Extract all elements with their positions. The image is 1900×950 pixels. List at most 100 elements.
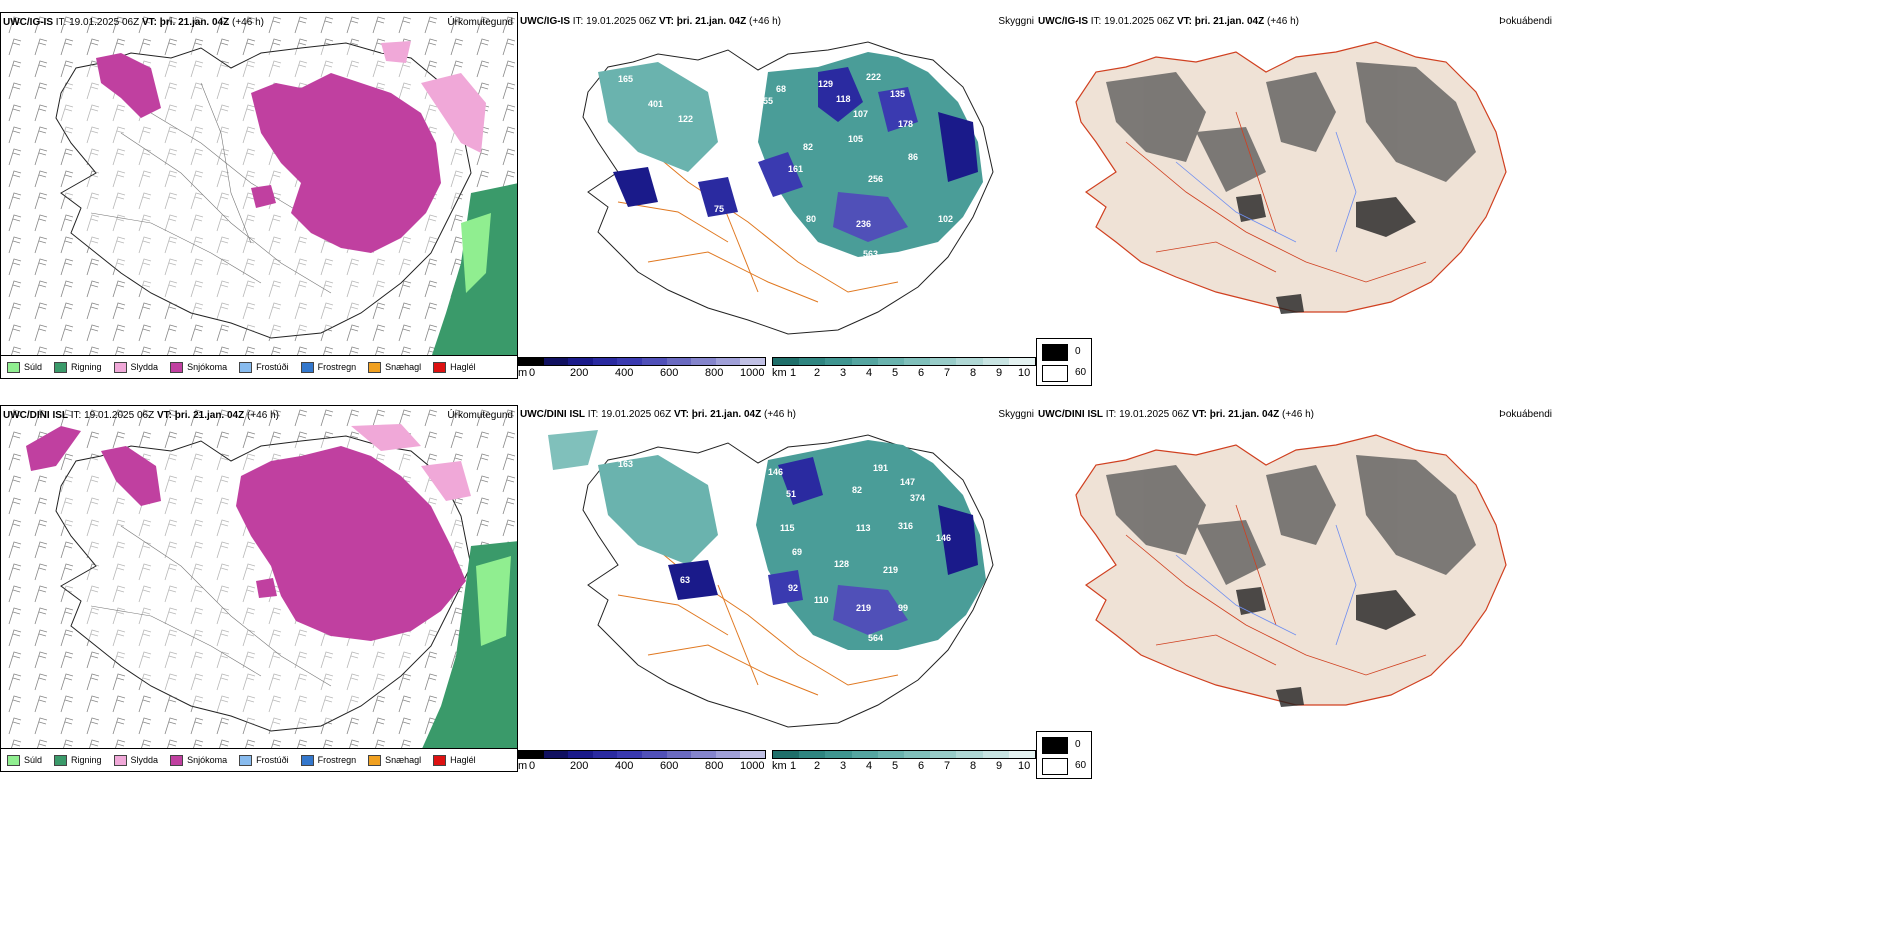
legend-swatch bbox=[113, 754, 127, 766]
cloud-label: 63 bbox=[680, 575, 690, 585]
cloud-label: 113 bbox=[856, 523, 871, 533]
cloud-label: 82 bbox=[803, 142, 813, 152]
panel-name: Úrkomutegund bbox=[447, 17, 513, 28]
cloud-label: 176 bbox=[628, 159, 643, 169]
cloud-label: 86 bbox=[908, 152, 918, 162]
legend-swatch bbox=[7, 754, 20, 766]
fog-panel-top: UWC/IG-IS IT: 19.01.2025 06Z VT: þri. 21… bbox=[1036, 12, 1556, 337]
precip-type-map bbox=[1, 13, 517, 358]
visibility-colorbar: km 1 2 3 4 5 6 7 8 9 10 bbox=[772, 357, 1036, 379]
colorbar-tick: 200 bbox=[570, 367, 589, 379]
cloud-label: 146 bbox=[936, 533, 951, 543]
colorbar-unit: km bbox=[772, 760, 787, 772]
model-name: UWC/IG-IS bbox=[3, 17, 53, 28]
precip-type-map bbox=[1, 406, 517, 751]
snow-area-north bbox=[236, 446, 466, 641]
init-time: 19.01.2025 06Z bbox=[1104, 16, 1175, 27]
cloud-label: 122 bbox=[678, 114, 693, 124]
colorbar-tick: 3 bbox=[840, 760, 847, 772]
panel-title: UWC/DINI ISL IT: 19.01.2025 06Z VT: þri.… bbox=[3, 410, 279, 421]
cloud-label: 110 bbox=[814, 595, 829, 605]
fog-key-high-label: 0 bbox=[1075, 739, 1081, 750]
fog-key-low bbox=[1042, 758, 1068, 775]
model-name: UWC/DINI ISL bbox=[520, 409, 585, 420]
cloud-label: 102 bbox=[938, 214, 953, 224]
cloud-label: 107 bbox=[853, 109, 868, 119]
init-label: IT: bbox=[1090, 16, 1102, 27]
cloud-map: 401 165 176 122 55 68 129 118 222 135 10… bbox=[582, 41, 994, 335]
lead-time: (+46 h) bbox=[1267, 16, 1299, 27]
legend-label: Haglél bbox=[450, 362, 476, 372]
precip-type-panel-bottom: UWC/DINI ISL IT: 19.01.2025 06Z VT: þri.… bbox=[0, 405, 518, 772]
legend-swatch bbox=[300, 361, 314, 373]
colorbar-tick: 10 bbox=[1018, 760, 1031, 772]
cloud-label: 564 bbox=[868, 633, 883, 643]
init-label: IT: bbox=[70, 410, 82, 421]
fog-key-bottom: 0 60 bbox=[1036, 731, 1092, 779]
legend-item: Snæhagl bbox=[368, 361, 422, 373]
init-label: IT: bbox=[1105, 409, 1117, 420]
cloud-label: 161 bbox=[788, 164, 803, 174]
fog-key-low-label: 60 bbox=[1075, 367, 1087, 378]
colorbar-tick: 0 bbox=[529, 367, 536, 379]
cloud-label: 563 bbox=[863, 249, 878, 259]
panel-name: Úrkomutegund bbox=[447, 410, 513, 421]
colorbar-tick: 2 bbox=[814, 367, 821, 379]
cloud-label: 69 bbox=[792, 547, 802, 557]
fog-key-low bbox=[1042, 365, 1068, 382]
cloud-label: 118 bbox=[836, 94, 851, 104]
legend-label: Snjókoma bbox=[187, 362, 228, 372]
cloud-label: 92 bbox=[788, 583, 798, 593]
colorbar-tick: 3 bbox=[840, 367, 847, 379]
legend-item: Frostregn bbox=[300, 361, 357, 373]
colorbar-tick: 1 bbox=[790, 760, 797, 772]
legend-label: Súld bbox=[24, 755, 43, 765]
cloud-label: 165 bbox=[618, 74, 633, 84]
model-name: UWC/DINI ISL bbox=[3, 410, 68, 421]
legend-item: Frostregn bbox=[300, 754, 356, 766]
lead-time: (+46 h) bbox=[1282, 409, 1314, 420]
colorbar-unit: km bbox=[772, 367, 787, 379]
init-time: 19.01.2025 06Z bbox=[601, 409, 672, 420]
init-label: IT: bbox=[55, 17, 67, 28]
cloud-base-colorbar: m 0 200 400 600 800 1000 bbox=[518, 357, 766, 379]
cloud-label: 128 bbox=[834, 559, 849, 569]
legend-swatch bbox=[433, 361, 447, 373]
legend-item: Rigning bbox=[54, 361, 102, 373]
valid-time: þri. 21.jan. 04Z bbox=[676, 16, 747, 27]
valid-time: þri. 21.jan. 04Z bbox=[174, 410, 245, 421]
colorbar-unit: m bbox=[518, 760, 528, 772]
init-label: IT: bbox=[572, 16, 584, 27]
legend-label: Slydda bbox=[130, 755, 159, 765]
colorbar-strip bbox=[518, 750, 766, 759]
legend-label: Snjókoma bbox=[187, 755, 228, 765]
cloud-label: 115 bbox=[780, 523, 795, 533]
legend-label: Frostregn bbox=[317, 362, 357, 372]
panel-title: UWC/DINI ISL IT: 19.01.2025 06Z VT: þri.… bbox=[1038, 409, 1314, 420]
init-time: 19.01.2025 06Z bbox=[586, 16, 657, 27]
colorbar-tick: 600 bbox=[660, 367, 679, 379]
cloud-label: 74 bbox=[730, 587, 740, 597]
valid-label: VT: bbox=[156, 410, 172, 421]
legend-label: Haglél bbox=[450, 755, 476, 765]
cloud-label: 236 bbox=[856, 219, 871, 229]
cloud-label: 105 bbox=[848, 134, 863, 144]
cloud-label: 222 bbox=[866, 72, 881, 82]
panel-name: Þokuábendi bbox=[1499, 409, 1552, 420]
valid-label: VT: bbox=[1176, 16, 1192, 27]
colorbar-tick: 800 bbox=[705, 760, 724, 772]
colorbar-tick: 7 bbox=[944, 367, 951, 379]
legend-label: Frostúði bbox=[256, 755, 289, 765]
colorbar-tick: 8 bbox=[970, 760, 977, 772]
colorbar-tick: 10 bbox=[1018, 367, 1031, 379]
legend-swatch bbox=[300, 754, 314, 766]
legend-swatch bbox=[239, 754, 253, 766]
model-name: UWC/DINI ISL bbox=[1038, 409, 1103, 420]
legend-label: Snæhagl bbox=[385, 362, 422, 372]
fog-map bbox=[1075, 434, 1507, 707]
valid-label: VT: bbox=[658, 16, 674, 27]
fog-key-high-label: 0 bbox=[1075, 346, 1081, 357]
legend-swatch bbox=[7, 361, 20, 373]
lead-time: (+46 h) bbox=[764, 409, 796, 420]
fog-panel-bottom: UWC/DINI ISL IT: 19.01.2025 06Z VT: þri.… bbox=[1036, 405, 1556, 730]
